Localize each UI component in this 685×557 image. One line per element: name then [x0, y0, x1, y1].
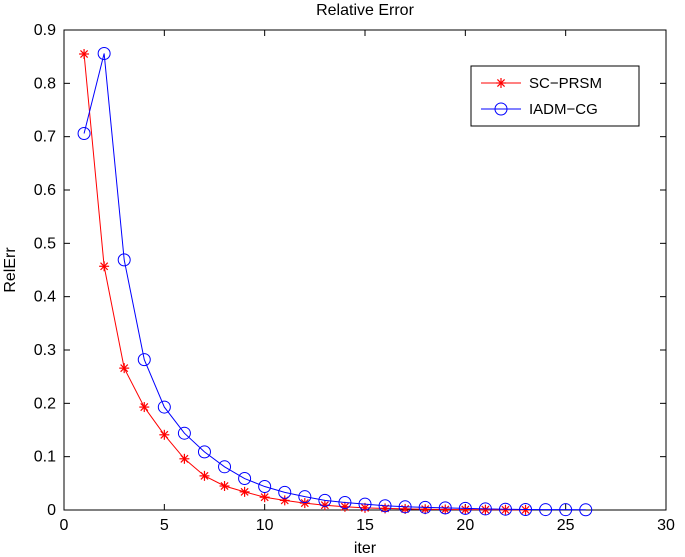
data-point-1 — [398, 500, 412, 514]
x-tick-label: 5 — [160, 517, 169, 534]
y-tick-label: 0.7 — [34, 129, 56, 146]
data-point-1 — [519, 502, 533, 516]
data-point-0 — [199, 470, 210, 481]
legend-box — [470, 65, 640, 127]
data-point-1 — [157, 400, 171, 414]
data-point-0 — [480, 504, 491, 515]
data-point-0 — [460, 504, 471, 515]
x-tick-label: 30 — [657, 517, 675, 534]
data-point-1 — [197, 445, 211, 459]
data-point-0 — [79, 49, 90, 59]
x-tick-label: 15 — [356, 517, 374, 534]
data-point-1 — [238, 472, 252, 486]
y-tick-label: 0.5 — [34, 235, 56, 252]
data-point-1 — [438, 501, 452, 515]
data-point-0 — [500, 504, 511, 515]
data-point-0 — [179, 453, 190, 464]
y-tick-label: 0.6 — [34, 182, 56, 199]
legend-label-0: SC−PRSM — [529, 75, 602, 92]
data-point-0 — [360, 502, 370, 513]
data-point-1 — [418, 500, 432, 514]
legend-label-1: IADM−CG — [529, 101, 598, 118]
data-point-1 — [539, 503, 553, 517]
data-point-1 — [77, 126, 91, 140]
data-point-1 — [358, 497, 372, 511]
data-point-1 — [177, 426, 191, 440]
data-point-0 — [259, 492, 270, 503]
x-tick-label: 25 — [557, 517, 575, 534]
x-axis-title: iter — [354, 540, 377, 557]
data-point-1 — [278, 485, 292, 499]
data-point-1 — [378, 499, 392, 513]
data-point-0 — [119, 363, 130, 374]
data-point-1 — [218, 460, 232, 474]
data-point-1 — [458, 501, 472, 515]
data-point-1 — [137, 353, 151, 367]
data-point-1 — [298, 490, 312, 504]
legend-marker-1 — [494, 102, 508, 116]
series-line-1 — [83, 53, 586, 511]
x-tick-label: 20 — [456, 517, 474, 534]
data-point-0 — [99, 261, 110, 272]
y-axis-title: RelErr — [2, 247, 19, 293]
data-point-1 — [579, 503, 593, 517]
y-tick-label: 0.4 — [34, 289, 56, 306]
data-point-1 — [258, 480, 272, 494]
y-tick-label: 0.2 — [34, 395, 56, 412]
data-point-1 — [498, 502, 512, 516]
x-tick-label: 0 — [60, 517, 69, 534]
data-point-1 — [318, 493, 332, 507]
x-tick-label: 10 — [256, 517, 274, 534]
data-point-1 — [478, 502, 492, 516]
data-point-0 — [139, 402, 150, 413]
y-tick-label: 0.9 — [34, 22, 56, 39]
data-point-1 — [97, 46, 111, 60]
legend-marker-0 — [496, 78, 506, 88]
data-point-1 — [338, 496, 352, 510]
chart-title: Relative Error — [316, 2, 414, 19]
y-tick-label: 0.3 — [34, 342, 56, 359]
data-point-0 — [159, 429, 170, 440]
y-tick-label: 0.8 — [34, 75, 56, 92]
data-point-0 — [339, 501, 350, 512]
data-point-0 — [440, 504, 451, 515]
y-tick-label: 0.1 — [34, 449, 56, 466]
data-point-0 — [219, 481, 230, 491]
data-point-0 — [239, 486, 250, 497]
data-point-1 — [117, 253, 131, 267]
y-tick-label: 0 — [47, 502, 56, 519]
data-point-1 — [559, 503, 573, 517]
